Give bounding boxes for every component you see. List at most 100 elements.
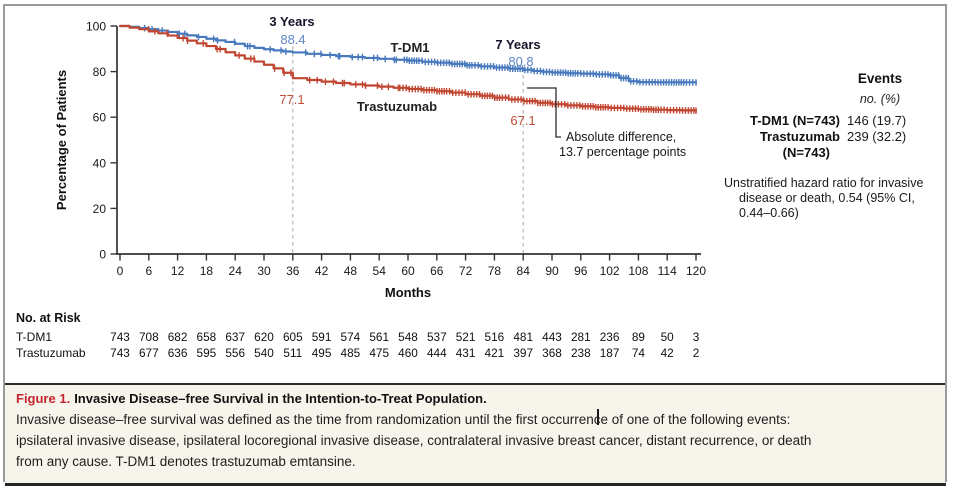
milestone-7y-tdm1-value: 80.8 bbox=[508, 54, 533, 69]
x-tick-label: 48 bbox=[344, 264, 358, 278]
x-tick-label: 30 bbox=[257, 264, 271, 278]
x-tick-label: 84 bbox=[517, 264, 531, 278]
caption-line-3: from any cause. T-DM1 denotes trastuzuma… bbox=[16, 454, 356, 469]
events-row-value-tdm1: 146 (19.7) bbox=[847, 113, 907, 128]
at-risk-value: 495 bbox=[312, 346, 332, 360]
at-risk-value: 431 bbox=[456, 346, 476, 360]
y-tick-label: 60 bbox=[93, 111, 107, 125]
x-tick-label: 120 bbox=[686, 264, 706, 278]
at-risk-value: 236 bbox=[600, 330, 620, 344]
at-risk-value: 743 bbox=[110, 346, 130, 360]
at-risk-value: 521 bbox=[456, 330, 476, 344]
events-row-value-trastuzumab: 239 (32.2) bbox=[847, 129, 907, 144]
at-risk-value: 556 bbox=[225, 346, 245, 360]
milestone-3y-tdm1-value: 88.4 bbox=[280, 32, 305, 47]
y-tick-label: 20 bbox=[93, 202, 107, 216]
at-risk-value: 743 bbox=[110, 330, 130, 344]
x-axis-title: Months bbox=[385, 285, 431, 300]
figure-number-label: Figure 1. bbox=[16, 391, 71, 406]
x-tick-label: 6 bbox=[145, 264, 152, 278]
abs-diff-bracket bbox=[527, 87, 561, 138]
at-risk-value: 511 bbox=[283, 346, 302, 360]
hazard-ratio-line2: disease or death, 0.54 (95% CI, bbox=[739, 191, 915, 205]
y-tick-label: 40 bbox=[93, 156, 107, 170]
milestone-7y-trastuzumab-value: 67.1 bbox=[510, 113, 535, 128]
at-risk-value: 3 bbox=[693, 330, 700, 344]
events-row-name-trastuzumab: Trastuzumab bbox=[759, 129, 840, 144]
at-risk-value: 89 bbox=[632, 330, 645, 344]
at-risk-value: 708 bbox=[139, 330, 159, 344]
x-tick-label: 102 bbox=[600, 264, 620, 278]
events-header: Events bbox=[857, 71, 903, 86]
y-axis-title: Percentage of Patients bbox=[54, 70, 69, 210]
x-tick-label: 54 bbox=[373, 264, 387, 278]
at-risk-value: 682 bbox=[168, 330, 188, 344]
events-row-name2-trastuzumab: (N=743) bbox=[782, 145, 830, 160]
at-risk-value: 421 bbox=[485, 346, 505, 360]
y-tick-label: 80 bbox=[93, 65, 107, 79]
at-risk-value: 620 bbox=[254, 330, 274, 344]
at-risk-row-label-tdm1: T-DM1 bbox=[16, 330, 52, 344]
milestone-7y-label: 7 Years bbox=[495, 37, 540, 52]
x-tick-label: 24 bbox=[229, 264, 243, 278]
at-risk-value: 485 bbox=[341, 346, 361, 360]
at-risk-value: 537 bbox=[427, 330, 447, 344]
hazard-ratio-line3: 0.44–0.66) bbox=[739, 206, 799, 220]
x-tick-label: 0 bbox=[117, 264, 124, 278]
x-tick-label: 66 bbox=[430, 264, 444, 278]
at-risk-value: 281 bbox=[571, 330, 591, 344]
curves-group bbox=[118, 24, 698, 114]
trastuzumab-curve-label: Trastuzumab bbox=[357, 99, 437, 114]
x-tick-label: 18 bbox=[200, 264, 214, 278]
caption-panel: Figure 1. Invasive Disease–free Survival … bbox=[5, 383, 946, 486]
at-risk-value: 74 bbox=[632, 346, 646, 360]
x-tick-label: 36 bbox=[286, 264, 300, 278]
at-risk-value: 2 bbox=[693, 346, 700, 360]
at-risk-value: 443 bbox=[542, 330, 562, 344]
at-risk-value: 187 bbox=[600, 346, 620, 360]
x-tick-label: 72 bbox=[459, 264, 473, 278]
at-risk-value: 540 bbox=[254, 346, 274, 360]
at-risk-value: 636 bbox=[168, 346, 188, 360]
abs-diff-text-line2: 13.7 percentage points bbox=[559, 145, 686, 159]
at-risk-value: 561 bbox=[369, 330, 389, 344]
at-risk-value: 475 bbox=[369, 346, 389, 360]
at-risk-value: 595 bbox=[197, 346, 217, 360]
at-risk-value: 591 bbox=[312, 330, 332, 344]
x-tick-label: 96 bbox=[574, 264, 588, 278]
at-risk-value: 605 bbox=[283, 330, 303, 344]
x-tick-label: 108 bbox=[628, 264, 648, 278]
caption-line-1: Invasive disease–free survival was defin… bbox=[16, 412, 791, 427]
caption-line-2: ipsilateral invasive disease, ipsilatera… bbox=[16, 433, 812, 448]
axes-group: 0 20 40 60 80 100 0 6 12 18 24 30 36 42 48 54 60 66 72 78 84… bbox=[86, 20, 706, 279]
x-tick-label: 42 bbox=[315, 264, 329, 278]
y-tick-label: 100 bbox=[86, 20, 106, 34]
x-tick-label: 12 bbox=[171, 264, 185, 278]
tdm1-curve-label: T-DM1 bbox=[391, 40, 430, 55]
milestone-3y-trastuzumab-value: 77.1 bbox=[279, 92, 304, 107]
x-tick-label: 114 bbox=[658, 264, 677, 278]
text-cursor bbox=[597, 409, 599, 425]
at-risk-row-label-trastuzumab: Trastuzumab bbox=[16, 346, 86, 360]
at-risk-value: 548 bbox=[398, 330, 418, 344]
x-tick-label: 78 bbox=[488, 264, 502, 278]
milestone-3y-label: 3 Years bbox=[269, 14, 314, 29]
y-tick-label: 0 bbox=[99, 248, 106, 262]
at-risk-value: 481 bbox=[513, 330, 533, 344]
at-risk-values-group: 743 708 682 658 637 620 605 591 574 561 548 537 521 5… bbox=[110, 330, 700, 360]
at-risk-value: 42 bbox=[661, 346, 674, 360]
hazard-ratio-line1: Unstratified hazard ratio for invasive bbox=[724, 176, 924, 190]
events-unit: no. (%) bbox=[859, 92, 901, 106]
at-risk-header: No. at Risk bbox=[16, 311, 81, 325]
at-risk-value: 238 bbox=[571, 346, 591, 360]
at-risk-value: 677 bbox=[139, 346, 159, 360]
at-risk-value: 637 bbox=[225, 330, 245, 344]
at-risk-value: 460 bbox=[398, 346, 418, 360]
km-chart: Percentage of Patients Months 0204060801… bbox=[16, 14, 706, 360]
x-tick-label: 60 bbox=[401, 264, 415, 278]
events-row-name-tdm1: T-DM1 (N=743) bbox=[750, 113, 840, 128]
at-risk-value: 50 bbox=[661, 330, 675, 344]
at-risk-value: 516 bbox=[485, 330, 505, 344]
abs-diff-text-line1: Absolute difference, bbox=[566, 130, 676, 144]
